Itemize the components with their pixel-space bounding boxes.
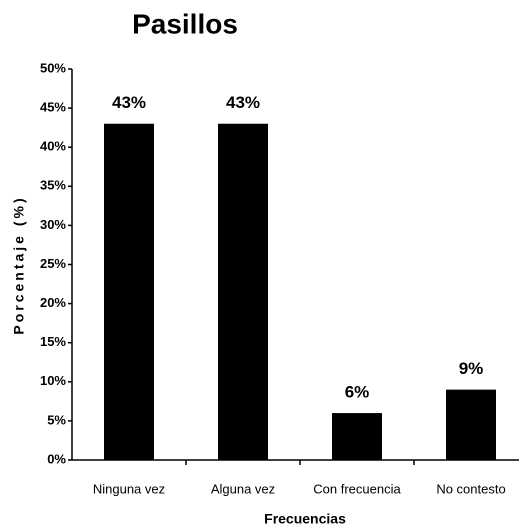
x-tick-label: Con frecuencia [313,481,401,496]
y-tick-label: 50% [40,60,66,75]
bar [332,413,382,460]
y-tick-label: 25% [40,256,66,271]
x-tick-label: No contesto [436,481,505,496]
bar [218,123,268,461]
bar [104,123,154,461]
y-tick-label: 15% [40,334,66,349]
y-tick-label: 5% [47,412,66,427]
y-axis-label: Porcentaje (%) [11,195,27,334]
value-label: 43% [112,93,146,112]
x-tick-label: Ninguna vez [93,481,165,496]
value-label: 43% [226,93,260,112]
y-tick-label: 10% [40,373,66,388]
x-axis-label: Frecuencias [264,511,346,527]
value-label: 6% [345,383,370,402]
y-tick-label: 30% [40,217,66,232]
x-tick-label: Alguna vez [211,481,275,496]
y-tick-label: 20% [40,295,66,310]
value-label: 9% [459,359,484,378]
y-tick-label: 35% [40,178,66,193]
y-tick-label: 40% [40,139,66,154]
y-tick-label: 0% [47,451,66,466]
bar [446,389,496,460]
y-tick-label: 45% [40,100,66,115]
chart-title: Pasillos [132,8,238,39]
